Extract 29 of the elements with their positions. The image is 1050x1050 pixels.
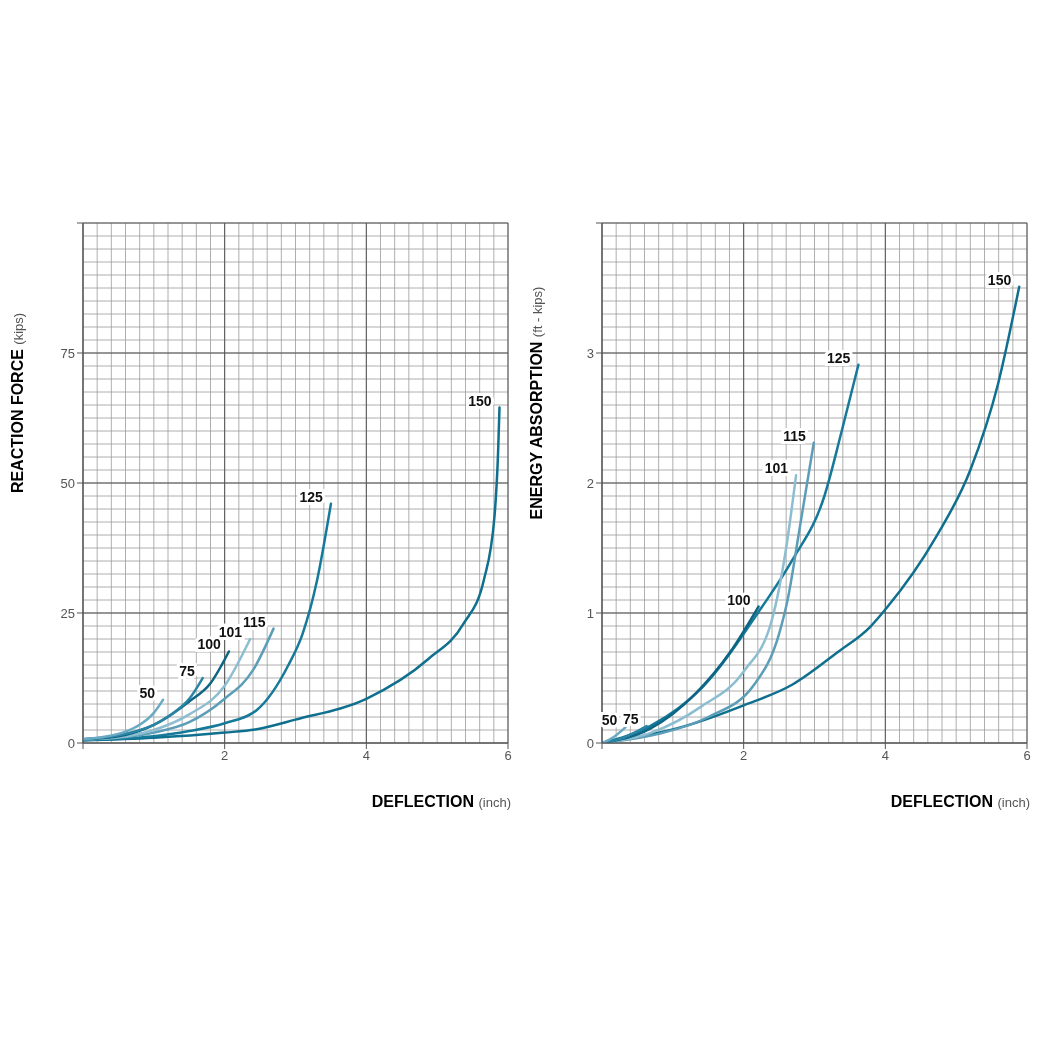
series-label: 115 xyxy=(242,613,266,630)
y-axis-title: ENERGY ABSORPTION (ft - kips) xyxy=(528,286,545,520)
y-axis-title: REACTION FORCE (kips) xyxy=(9,312,27,494)
y-tick-label: 0 xyxy=(67,735,75,751)
x-tick-label: 6 xyxy=(504,748,512,764)
series-label: 101 xyxy=(764,460,789,477)
y-tick-label: 25 xyxy=(60,605,75,621)
y-tick-label: 1 xyxy=(586,605,594,621)
y-tick-label: 0 xyxy=(586,735,594,751)
x-tick-label: 6 xyxy=(1023,748,1031,764)
y-tick-label: 75 xyxy=(60,345,75,361)
x-tick-label: 4 xyxy=(362,748,370,764)
series-label: 150 xyxy=(468,392,492,409)
series-label: 75 xyxy=(179,663,195,679)
x-axis-title: DEFLECTION (inch) xyxy=(371,793,511,810)
series-label: 75 xyxy=(623,711,639,728)
series-label: 100 xyxy=(197,636,222,653)
series-label: 125 xyxy=(827,349,851,366)
y-tick-label: 50 xyxy=(60,475,75,491)
x-axis-title: DEFLECTION (inch) xyxy=(890,793,1030,810)
series-label: 125 xyxy=(299,488,324,505)
series-label: 115 xyxy=(783,427,806,444)
series-label: 150 xyxy=(987,271,1012,288)
x-tick-label: 4 xyxy=(881,748,889,764)
y-tick-label: 2 xyxy=(586,475,594,491)
x-tick-label: 2 xyxy=(740,748,748,764)
x-tick-label: 2 xyxy=(221,748,229,764)
series-label: 50 xyxy=(139,684,156,701)
y-tick-label: 3 xyxy=(586,345,594,361)
